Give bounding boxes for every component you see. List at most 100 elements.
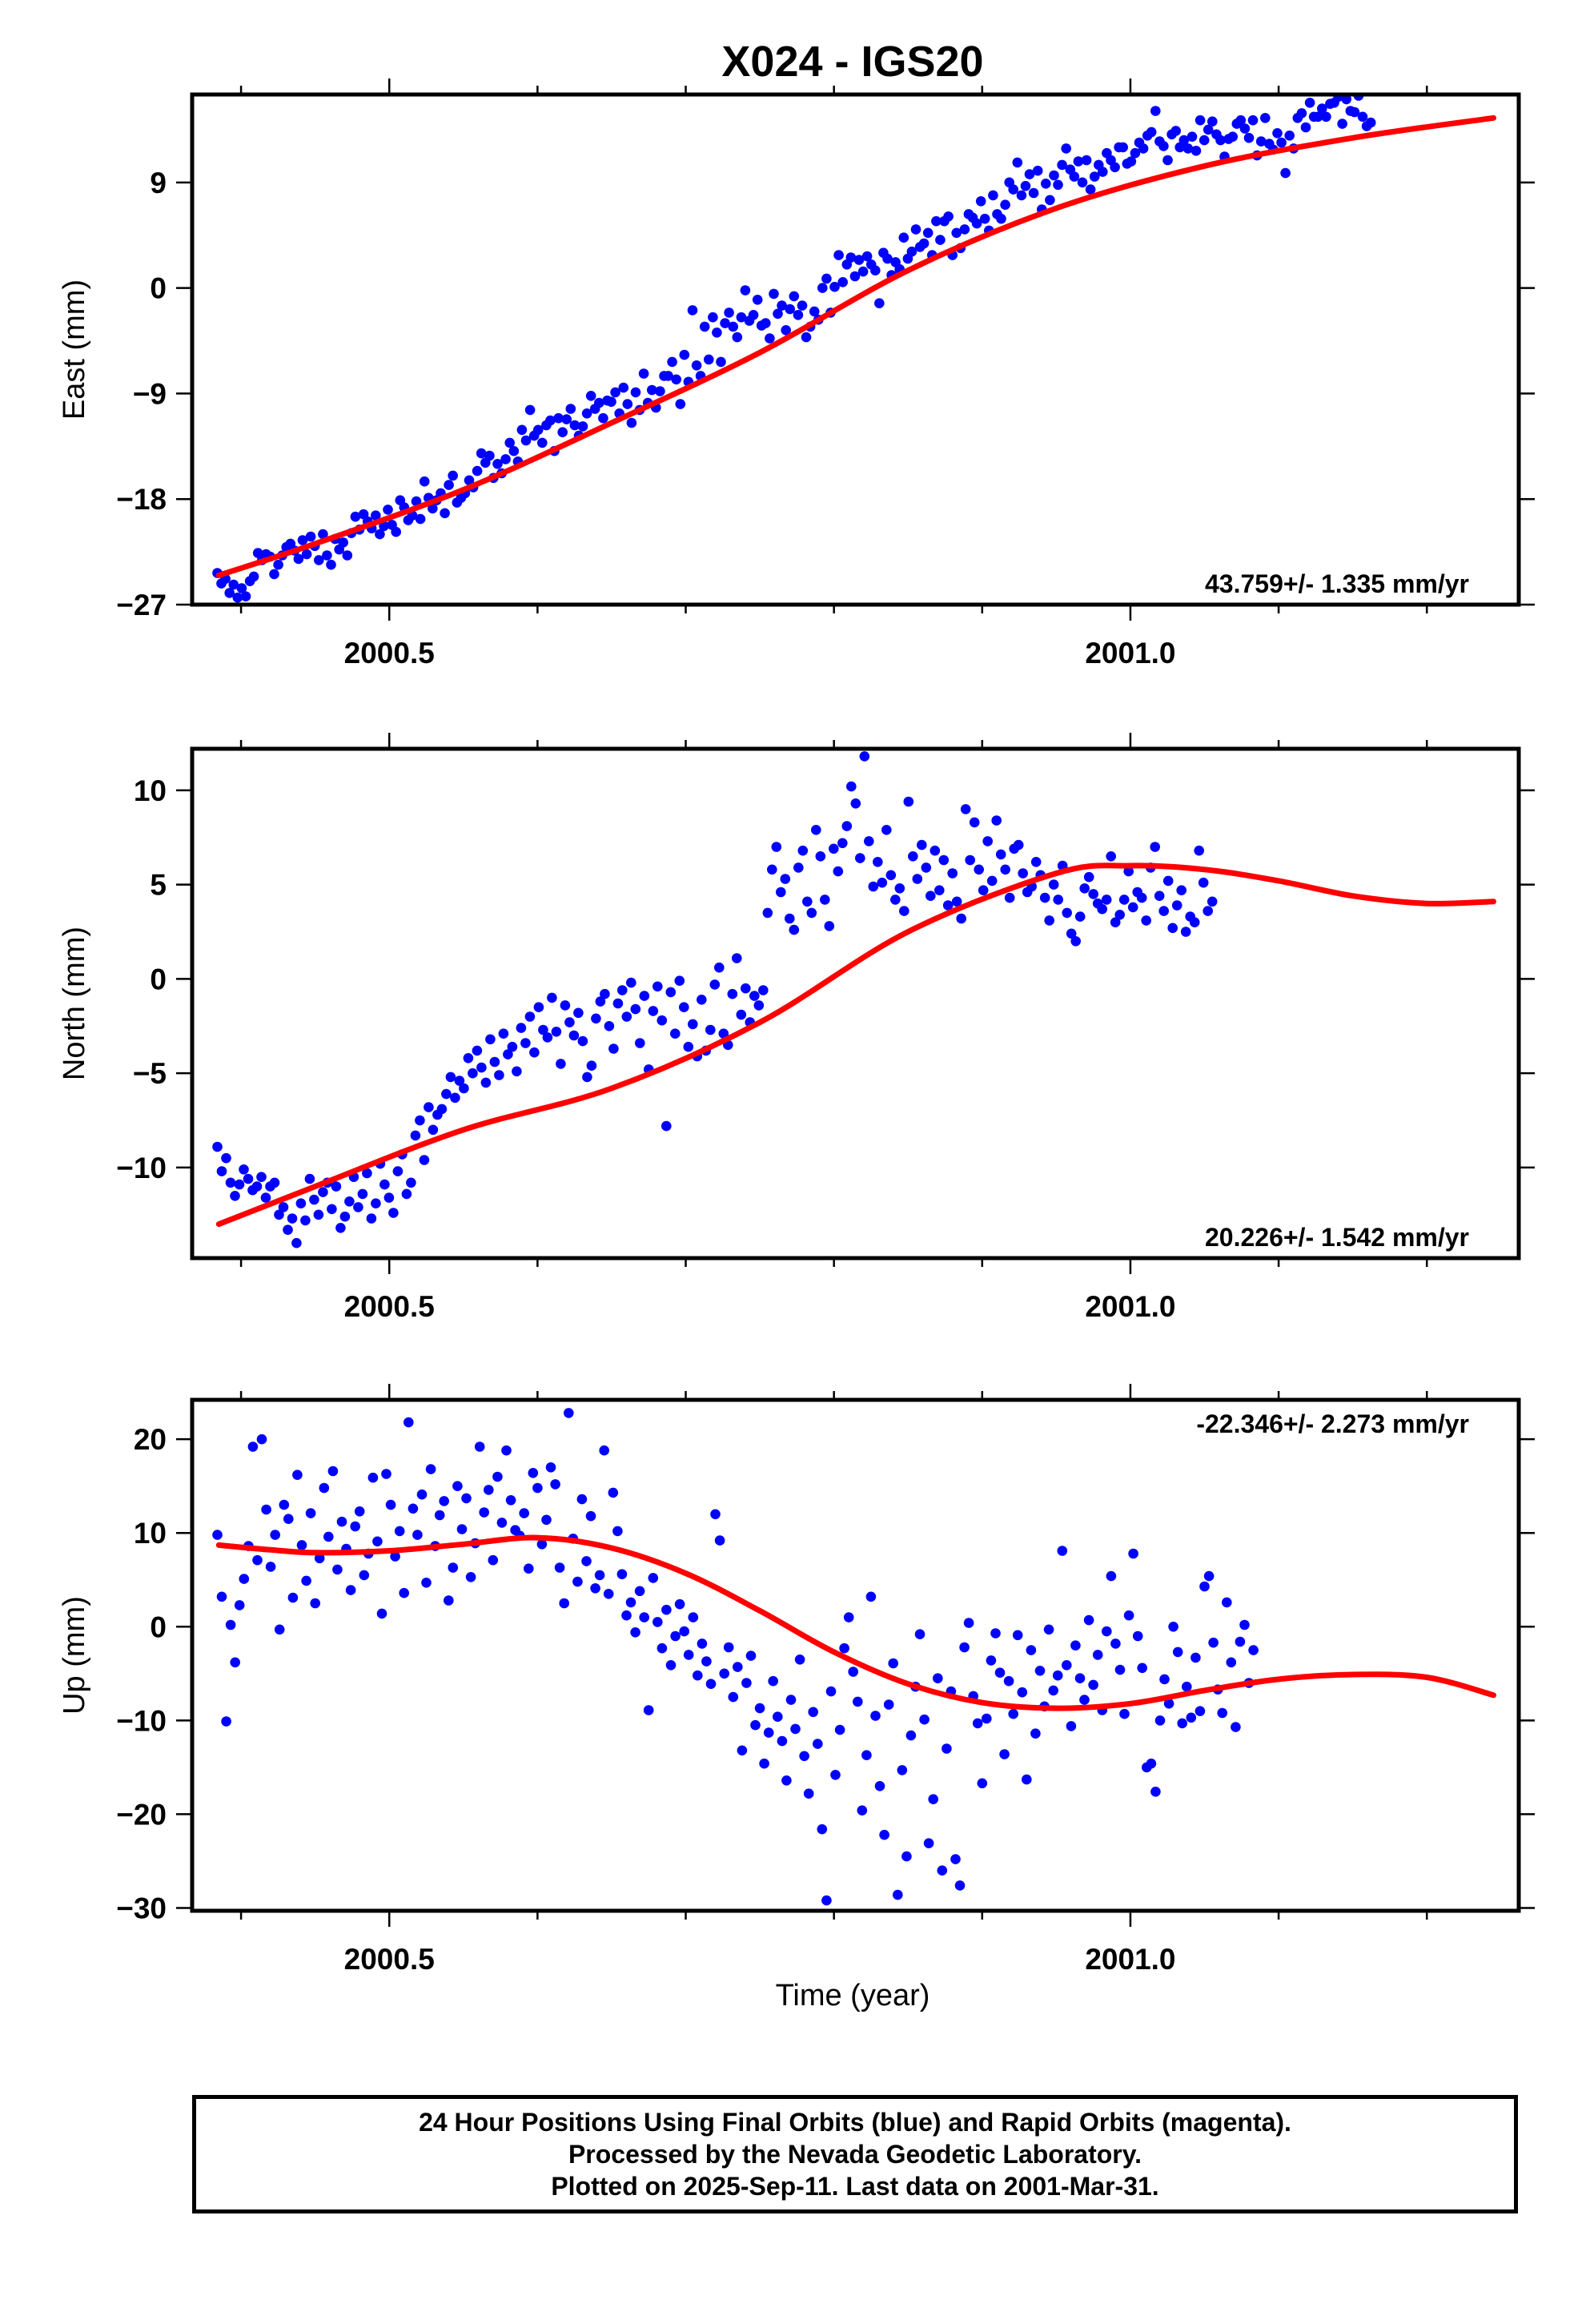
east-data-point: [720, 318, 730, 328]
north-data-point: [762, 907, 773, 919]
up-data-point: [612, 1526, 623, 1537]
east-data-point: [338, 537, 349, 548]
up-data-point: [287, 1592, 299, 1603]
north-data-point: [697, 995, 707, 1005]
up-data-point: [216, 1591, 227, 1602]
up-data-point: [697, 1638, 708, 1649]
east-data-point: [857, 266, 869, 277]
north-data-point: [494, 1070, 504, 1080]
east-y-axis-label: East (mm): [58, 279, 91, 420]
up-data-point: [528, 1468, 539, 1478]
up-data-point: [448, 1562, 459, 1573]
east-data-point: [1053, 179, 1063, 191]
north-data-point: [362, 1168, 372, 1179]
east-data-point: [1272, 128, 1283, 139]
north-data-point: [758, 985, 769, 995]
east-data-point: [371, 510, 381, 521]
east-data-point: [1057, 159, 1067, 171]
east-data-point: [1162, 155, 1173, 166]
up-data-point: [212, 1530, 223, 1540]
east-data-point: [248, 571, 259, 582]
north-data-point: [635, 1038, 645, 1048]
up-y-tick-label: −30: [116, 1892, 167, 1924]
east-data-point: [1235, 115, 1247, 126]
up-plot-frame: [190, 1397, 1521, 1913]
north-points: [212, 751, 1218, 1248]
north-data-point: [776, 887, 786, 898]
up-data-point: [942, 1743, 952, 1754]
north-data-point: [604, 1021, 615, 1031]
up-data-point: [1150, 1787, 1161, 1797]
north-data-point: [921, 862, 932, 873]
up-data-point: [1026, 1645, 1037, 1655]
east-model-curve: [215, 115, 1496, 578]
north-data-point: [753, 1000, 765, 1011]
up-data-point: [723, 1642, 734, 1653]
north-data-point: [885, 870, 897, 881]
north-data-point: [1167, 923, 1178, 934]
north-data-point: [1198, 877, 1209, 888]
east-data-point: [236, 583, 247, 593]
east-data-point: [610, 387, 620, 398]
east-data-point: [1085, 184, 1096, 195]
east-data-point: [508, 445, 520, 456]
up-data-point: [1062, 1660, 1072, 1671]
north-data-point: [503, 1049, 513, 1059]
north-data-point: [705, 1024, 716, 1035]
up-data-point: [585, 1510, 596, 1522]
up-data-point: [594, 1570, 605, 1581]
north-data-point: [917, 839, 927, 850]
north-data-point: [926, 891, 936, 901]
north-data-point: [313, 1209, 324, 1220]
north-data-point: [383, 1192, 395, 1203]
east-data-point: [1260, 113, 1271, 123]
up-data-point: [1052, 1670, 1063, 1681]
up-data-point: [572, 1576, 583, 1587]
east-data-point: [797, 300, 808, 311]
east-data-point: [1255, 136, 1267, 147]
north-data-point: [243, 1173, 254, 1184]
up-data-point: [581, 1556, 592, 1566]
up-data-point: [554, 1562, 565, 1573]
up-data-point: [1088, 1679, 1098, 1691]
north-data-point: [881, 825, 892, 835]
north-data-point: [969, 817, 980, 828]
east-data-point: [691, 360, 702, 371]
north-y-tick-label: 0: [150, 963, 167, 995]
north-data-point: [1176, 885, 1186, 895]
up-data-point: [1208, 1637, 1219, 1648]
north-data-point: [582, 1072, 592, 1083]
up-data-point: [661, 1604, 672, 1615]
north-data-point: [855, 853, 865, 863]
up-data-point: [354, 1506, 365, 1517]
up-panel: 2000.5 2001.0 −30 −20 −10 0 10 20 Up (mm) -22.346…: [58, 1384, 1535, 1976]
up-data-point: [954, 1880, 966, 1891]
east-data-point: [269, 569, 279, 580]
up-data-point: [1017, 1687, 1028, 1698]
east-data-point: [861, 251, 873, 262]
up-data-point: [412, 1530, 423, 1540]
north-data-point: [212, 1141, 223, 1152]
up-data-point: [701, 1656, 712, 1667]
north-data-point: [595, 996, 606, 1007]
north-data-point: [991, 815, 1002, 826]
north-data-point: [1088, 889, 1098, 899]
east-data-point: [1126, 156, 1137, 167]
east-data-point: [988, 190, 998, 201]
up-data-point: [550, 1479, 560, 1490]
up-data-point: [310, 1598, 321, 1609]
up-data-point: [408, 1503, 419, 1514]
up-data-point: [982, 1713, 992, 1724]
east-panel: 2000.5 2001.0 −27 −18 −9 0 9 East (mm) 43.759+/-…: [58, 78, 1535, 669]
north-data-point: [560, 1000, 571, 1011]
east-data-point: [594, 397, 604, 408]
north-data-point: [586, 1060, 597, 1071]
north-y-tick-label: 10: [134, 774, 167, 807]
up-data-point: [1110, 1638, 1121, 1649]
up-data-point: [625, 1597, 636, 1608]
up-data-point: [928, 1794, 938, 1804]
east-data-point: [1024, 169, 1035, 179]
north-data-point: [577, 1035, 588, 1047]
north-data-point: [516, 1023, 527, 1033]
north-data-point: [278, 1202, 289, 1212]
